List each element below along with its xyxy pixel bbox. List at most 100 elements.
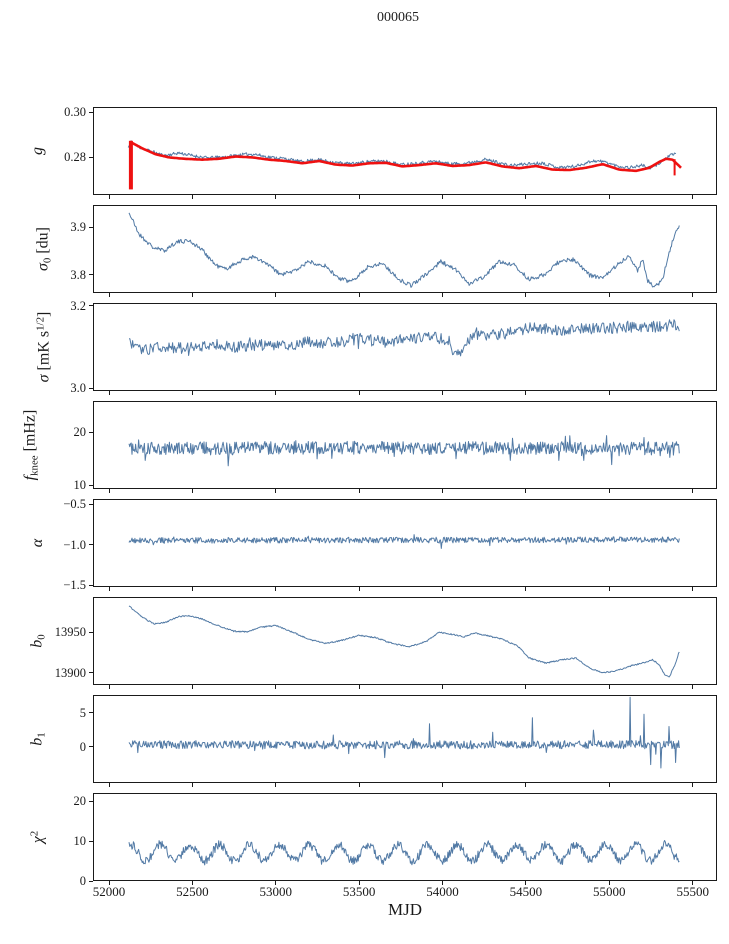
- x-tick-label: 53500: [342, 884, 376, 899]
- x-tick: [191, 195, 193, 199]
- y-tick-label: 5: [79, 705, 86, 720]
- y-tick: [89, 631, 93, 633]
- x-tick-label: 53000: [259, 884, 293, 899]
- y-tick: [89, 156, 93, 158]
- x-tick-label: 55500: [676, 884, 709, 899]
- x-tick: [692, 489, 694, 493]
- y-tick: [89, 840, 93, 842]
- x-tick: [442, 685, 443, 689]
- x-tick: [608, 783, 610, 787]
- panel-fknee: [93, 401, 717, 489]
- panel-alpha: [93, 499, 717, 587]
- series-g-fit: [129, 140, 682, 173]
- x-tick: [525, 783, 527, 787]
- y-tick: [89, 111, 93, 113]
- y-axis-label-segment: b: [28, 639, 46, 648]
- x-tick: [108, 587, 110, 591]
- x-tick: [191, 587, 193, 591]
- y-tick-label: 20: [73, 425, 87, 439]
- x-tick: [191, 293, 193, 297]
- panel-chi2-spines: [93, 793, 717, 881]
- panel-g: [93, 107, 717, 195]
- y-axis-label-segment: 0: [41, 257, 54, 264]
- x-tick: [108, 489, 110, 493]
- x-tick: [275, 881, 277, 885]
- y-axis-label-b0: b0: [29, 634, 48, 647]
- y-axis-label-segment: σ: [34, 263, 52, 271]
- x-tick-label: 52000: [92, 884, 126, 899]
- x-axis-label: MJD: [387, 900, 423, 919]
- segment-g-0: [128, 140, 133, 190]
- y-tick-label: 3.8: [70, 267, 86, 282]
- y-axis-label-segment: 2: [28, 830, 41, 837]
- y-axis-label-segment: σ: [35, 374, 53, 383]
- panel-sigma0-plot: [93, 205, 717, 293]
- y-axis-label-fknee: fknee [mHz]: [22, 410, 41, 481]
- x-tick: [525, 391, 527, 395]
- x-tick: [108, 685, 110, 689]
- series-b1-data: [128, 696, 680, 769]
- y-axis-label-segment: [du]: [34, 227, 52, 258]
- x-tick: [608, 587, 610, 591]
- y-tick-label: −1.0: [63, 537, 86, 552]
- y-tick-label: 3.0: [70, 381, 86, 396]
- x-tick: [358, 783, 360, 787]
- y-axis-label-segment: [mK s: [35, 330, 53, 375]
- x-tick: [191, 881, 193, 885]
- y-axis-label-segment: f: [21, 475, 39, 481]
- x-tick: [358, 587, 360, 591]
- panel-sigma0-spines: [93, 205, 717, 293]
- y-axis-label-segment: α: [29, 538, 46, 548]
- panel-g-spines: [93, 107, 717, 195]
- y-tick: [89, 712, 93, 714]
- x-tick: [442, 195, 443, 199]
- x-tick-label: 52500: [176, 884, 209, 899]
- y-axis-label-sigma0: σ0 [du]: [35, 227, 54, 271]
- x-tick: [275, 685, 277, 689]
- y-tick: [89, 672, 93, 674]
- series-alpha-data: [128, 534, 680, 549]
- panel-alpha-plot: [93, 499, 717, 587]
- panel-chi2-plot: [93, 793, 717, 881]
- y-tick-label: 3.2: [70, 298, 86, 313]
- y-axis-label-chi2: χ2: [29, 831, 48, 843]
- x-tick: [692, 685, 694, 689]
- panel-sigma-spines: [93, 303, 717, 391]
- panel-sigma-plot: [93, 303, 717, 391]
- y-tick-label: −0.5: [63, 497, 86, 511]
- x-tick: [608, 685, 610, 689]
- panel-b1: [93, 695, 717, 783]
- y-tick: [89, 544, 93, 545]
- y-axis-label-segment: [mHz]: [21, 409, 39, 456]
- y-tick-label: 0: [79, 739, 86, 754]
- y-tick: [89, 746, 93, 748]
- panel-sigma0: [93, 205, 717, 293]
- series-b0-data: [128, 605, 680, 678]
- x-tick: [191, 783, 193, 787]
- series-sigma0-data: [128, 212, 680, 288]
- x-tick: [358, 293, 360, 297]
- y-tick: [89, 226, 93, 228]
- x-tick: [525, 685, 527, 689]
- y-tick: [89, 584, 93, 586]
- y-tick-label: 10: [73, 478, 87, 492]
- y-axis-label-segment: ]: [35, 311, 53, 317]
- x-tick: [108, 391, 110, 395]
- x-tick: [275, 391, 277, 395]
- segment-g-1: [673, 159, 676, 176]
- x-tick: [608, 489, 610, 493]
- y-tick-label: 13900: [54, 665, 86, 680]
- panel-fknee-spines: [93, 401, 717, 489]
- y-axis-label-segment: g: [29, 147, 46, 155]
- x-tick-label: 54500: [509, 884, 543, 899]
- panel-fknee-plot: [93, 401, 717, 489]
- y-tick: [89, 800, 93, 802]
- plot-title: 000065: [377, 10, 419, 25]
- series-sigma-data: [129, 319, 680, 357]
- x-tick: [358, 685, 360, 689]
- x-tick: [692, 783, 694, 787]
- y-tick-label: 0.28: [64, 150, 86, 164]
- x-tick: [108, 881, 110, 885]
- x-tick: [608, 293, 610, 297]
